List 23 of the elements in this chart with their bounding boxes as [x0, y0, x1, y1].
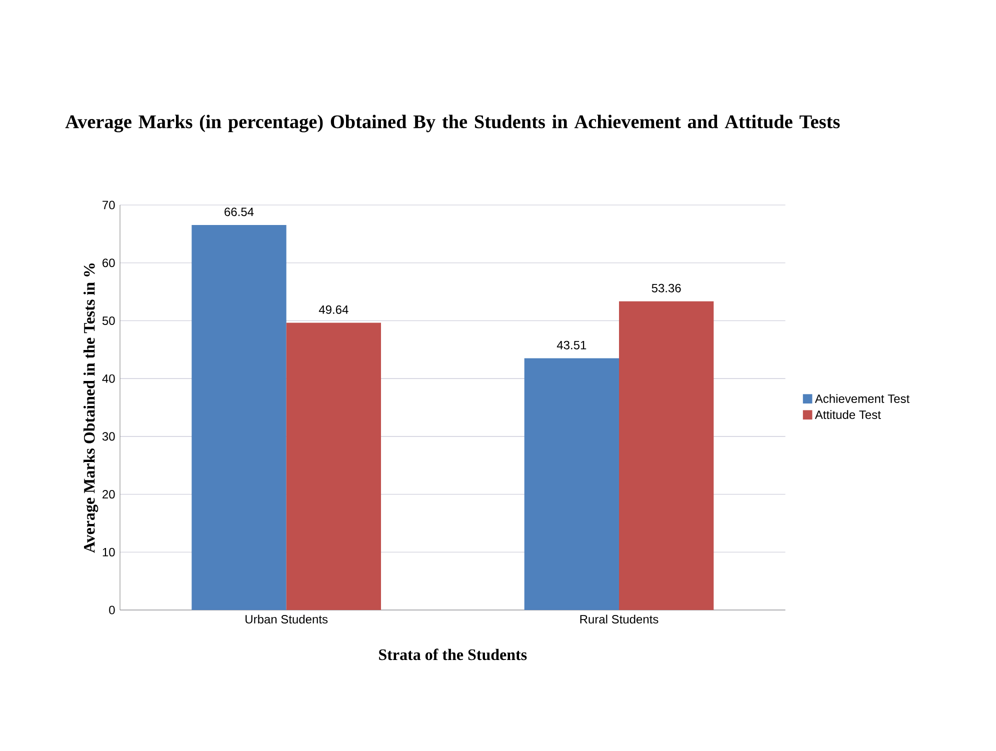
- chart-title: Average Marks (in percentage) Obtained By the Students in Achievement and Attitude Tests: [65, 114, 840, 132]
- y-axis-title: Average Marks Obtained in the Tests in %: [83, 263, 98, 553]
- x-tick-label: Urban Students: [246, 614, 328, 624]
- y-tick-label: 20: [102, 490, 115, 499]
- bar: [286, 322, 381, 610]
- legend-label: Attitude Test: [814, 410, 881, 419]
- y-tick-label: 30: [102, 432, 115, 441]
- bar: [524, 358, 620, 610]
- data-label: 66.54: [224, 208, 254, 216]
- x-axis-title: Strata of the Students: [379, 648, 527, 660]
- legend-label: Achievement Test: [814, 394, 910, 403]
- bar: [192, 225, 286, 610]
- data-label: 49.64: [318, 305, 348, 314]
- data-label: 43.51: [556, 340, 586, 350]
- x-tick-label: Rural Students: [580, 614, 658, 624]
- y-tick-label: 40: [102, 374, 115, 383]
- y-tick-label: 70: [102, 200, 115, 210]
- y-tick-label: 50: [102, 316, 115, 325]
- y-tick-label: 60: [102, 258, 115, 268]
- y-tick-label: 0: [109, 606, 115, 614]
- y-tick-label: 10: [102, 548, 115, 556]
- bar: [619, 301, 714, 610]
- data-label: 53.36: [652, 284, 681, 292]
